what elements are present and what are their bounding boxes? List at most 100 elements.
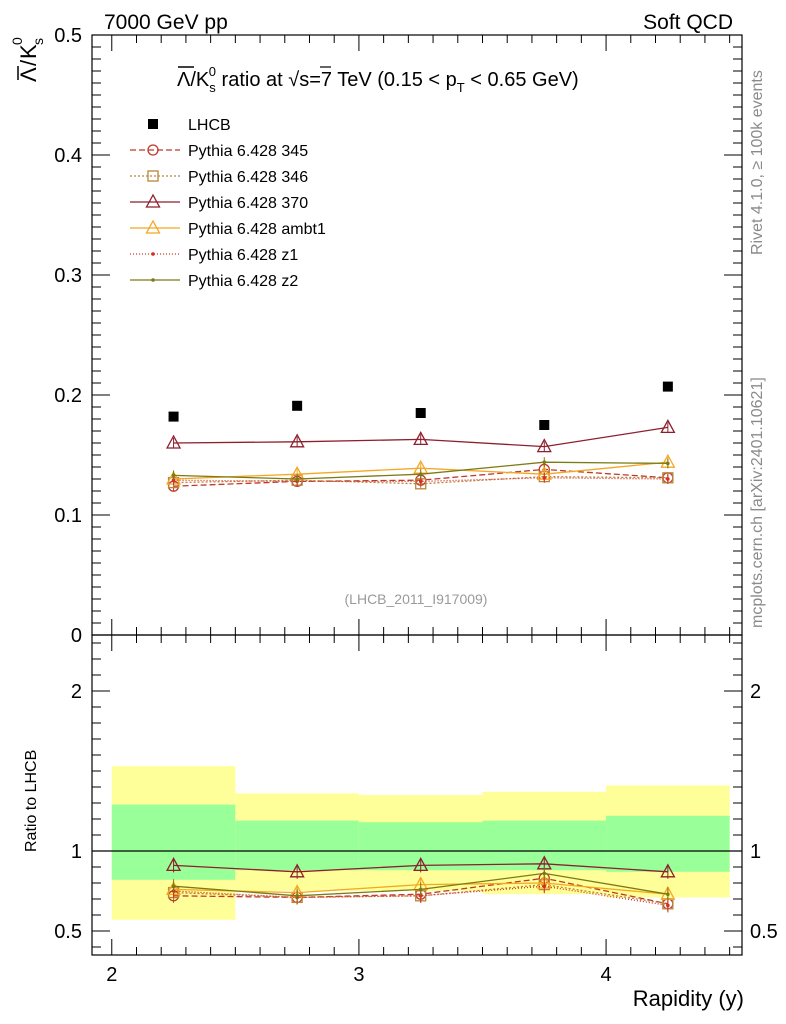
series-2 xyxy=(165,419,676,453)
legend-marker-2 xyxy=(145,193,161,208)
legend-entry-0: Pythia 6.428 345 xyxy=(130,143,308,160)
chart-title: Λ/Ks0 ratio at √s=7 TeV (0.15 < pT < 0.6… xyxy=(177,64,579,95)
point-5-3 xyxy=(542,460,547,465)
ratio-y-tick-label-left-1: 1 xyxy=(71,841,82,863)
point-4-4 xyxy=(666,477,670,481)
point-2-1 xyxy=(289,433,305,448)
legend-marker-data xyxy=(148,119,158,129)
main-y-axis-label: Λ / K s 0 xyxy=(9,37,46,82)
ylabel-numerator: Λ xyxy=(16,67,41,82)
ratio-band-inner-1 xyxy=(235,820,359,871)
analysis-watermark: (LHCB_2011_I917009) xyxy=(345,591,488,607)
mcplots-label: mcplots.cern.ch [arXiv:2401.10621] xyxy=(749,377,766,628)
ratio-band-inner-4 xyxy=(606,815,730,872)
y-tick-label-3: 0.3 xyxy=(54,265,82,287)
title-lambda: Λ xyxy=(177,69,191,91)
legend-label-3: Pythia 6.428 ambt1 xyxy=(188,221,326,238)
title-pt-sub: T xyxy=(457,80,465,95)
title-root: s xyxy=(299,69,309,91)
point-5-1 xyxy=(295,477,299,481)
legend-entry-1: Pythia 6.428 346 xyxy=(130,169,308,186)
ylabel-subscript: s xyxy=(30,38,46,45)
ratio-y-tick-label-left-0: 0.5 xyxy=(54,921,82,943)
title-text: Λ/Ks0 ratio at √s=7 TeV (0.15 < pT < 0.6… xyxy=(177,64,579,95)
ylabel-denominator: K xyxy=(16,44,41,59)
legend-marker-4 xyxy=(151,252,155,256)
point-2-4 xyxy=(660,419,676,434)
ratio-point-2-2 xyxy=(413,857,429,872)
ratio-series-line-1 xyxy=(173,883,668,905)
data-point-2 xyxy=(415,408,426,418)
point-2-3 xyxy=(536,438,552,453)
data-point-4 xyxy=(662,381,673,392)
ratio-point-2-4 xyxy=(660,863,676,878)
ylabel-superscript: 0 xyxy=(9,37,25,45)
header-energy-label: 7000 GeV pp xyxy=(104,11,228,34)
ratio-y-tick-label-right-2: 2 xyxy=(750,681,761,703)
point-5-0 xyxy=(171,473,176,478)
ratio-y-tick-label-right-1: 1 xyxy=(750,841,761,863)
series-line-1 xyxy=(173,475,668,485)
legend-marker-0 xyxy=(147,144,159,156)
legend-entry-2: Pythia 6.428 370 xyxy=(130,193,308,212)
ratio-frame xyxy=(91,634,743,956)
ratio-point-5-3 xyxy=(542,871,547,876)
ratio-point-5-4 xyxy=(666,892,670,896)
legend-label-2: Pythia 6.428 370 xyxy=(188,195,308,212)
ratio-point-5-0 xyxy=(171,884,176,888)
series-5 xyxy=(171,457,670,484)
legend-marker-5 xyxy=(151,278,155,282)
ratio-series-5 xyxy=(171,866,670,903)
legend-marker-3 xyxy=(145,219,161,234)
legend: LHCB Pythia 6.428 345 Pythia 6.428 346 Pyth… xyxy=(130,117,326,290)
legend-label-4: Pythia 6.428 z1 xyxy=(188,247,298,264)
ratio-point-2-1 xyxy=(289,863,305,878)
legend-label-5: Pythia 6.428 z2 xyxy=(188,273,298,290)
legend-marker-1 xyxy=(147,170,159,182)
title-sup-0: 0 xyxy=(209,64,216,79)
point-2-2 xyxy=(413,431,429,446)
x-axis-label: Rapidity (y) xyxy=(633,986,744,1011)
rivet-version-label: Rivet 4.1.0, ≥ 100k events xyxy=(749,70,766,255)
point-2-0 xyxy=(165,434,182,449)
x-tick-label-2: 4 xyxy=(601,964,612,986)
legend-entry-5: Pythia 6.428 z2 xyxy=(130,273,298,290)
point-5-2 xyxy=(418,472,423,477)
main-panel: 0 0.1 0.2 0.3 0.4 0.5 xyxy=(54,25,743,647)
ratio-point-5-2 xyxy=(418,887,423,892)
data-series xyxy=(168,381,673,430)
title-energy: =7 TeV (0.15 < p xyxy=(309,69,457,91)
data-point-3 xyxy=(539,420,550,430)
ratio-panel: 2 3 4 0.5 0.5 1 1 2 2 xyxy=(54,634,778,986)
ratio-y-tick-label-right-0: 0.5 xyxy=(750,921,778,943)
ratio-point-2-0 xyxy=(165,857,182,872)
legend-entry-data: LHCB xyxy=(148,117,231,134)
title-sqrt: √ xyxy=(288,69,299,91)
title-mid: ratio at xyxy=(216,69,288,91)
ratio-y-axis-label: Ratio to LHCB xyxy=(23,750,40,852)
data-point-1 xyxy=(292,400,303,411)
ratio-point-5-1 xyxy=(295,894,299,898)
point-4-2 xyxy=(418,479,423,484)
header-process-label: Soft QCD xyxy=(643,11,733,34)
y-tick-label-4: 0.4 xyxy=(54,145,82,167)
point-5-4 xyxy=(666,461,670,466)
legend-label-0: Pythia 6.428 345 xyxy=(188,143,308,160)
ratio-series-2 xyxy=(165,855,676,879)
y-tick-label-5: 0.5 xyxy=(54,25,82,47)
point-4-3 xyxy=(542,476,547,480)
y-tick-label-0: 0 xyxy=(71,625,82,647)
x-tick-label-1: 3 xyxy=(353,964,364,986)
series-line-4 xyxy=(173,477,668,483)
ylabel-slash: / xyxy=(16,59,41,66)
legend-entry-3: Pythia 6.428 ambt1 xyxy=(130,219,326,238)
title-tail: < 0.65 GeV) xyxy=(465,69,579,91)
legend-entry-4: Pythia 6.428 z1 xyxy=(130,247,298,264)
y-tick-label-1: 0.1 xyxy=(54,505,82,527)
title-sub-s: s xyxy=(209,80,216,95)
y-tick-label-2: 0.2 xyxy=(54,385,82,407)
legend-label-data: LHCB xyxy=(188,117,231,134)
x-tick-label-0: 2 xyxy=(106,964,117,986)
ratio-point-4-4 xyxy=(666,903,670,908)
